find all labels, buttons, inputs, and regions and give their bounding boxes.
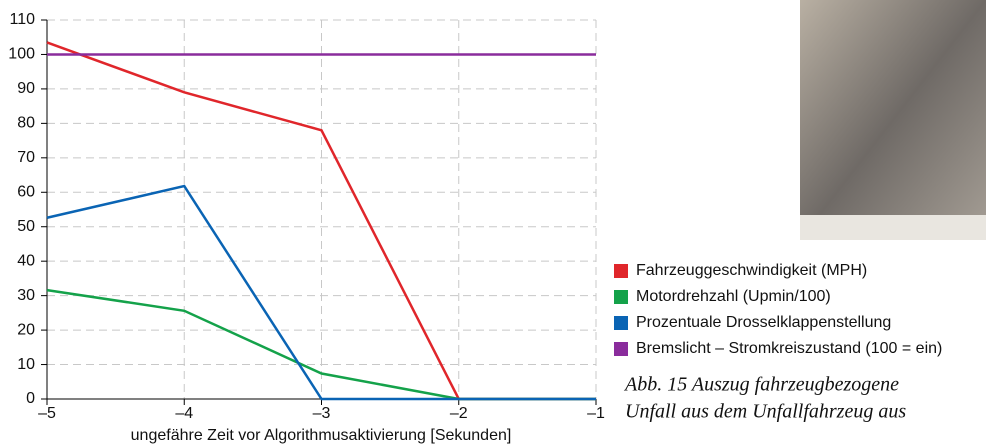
legend-entry: Fahrzeuggeschwindigkeit (MPH) <box>636 262 867 279</box>
y-tick-label: 40 <box>17 252 35 269</box>
chart: Abb. 15 Auszug fahrzeugbezogene Unfall a… <box>0 0 986 445</box>
y-tick-label: 20 <box>17 321 35 338</box>
y-tick-label: 100 <box>8 46 35 63</box>
y-tick-label: 50 <box>17 218 35 235</box>
y-tick-label: 30 <box>17 287 35 304</box>
legend-swatch <box>614 264 628 278</box>
y-tick-label: 10 <box>17 356 35 373</box>
legend-swatch <box>614 316 628 330</box>
caption-line: Unfall aus dem Unfallfahrzeug aus <box>625 401 906 423</box>
legend-entry: Motordrehzahl (Upmin/100) <box>636 288 831 305</box>
legend-swatch <box>614 342 628 356</box>
y-tick-label: 0 <box>26 390 35 407</box>
legend-swatch <box>614 290 628 304</box>
y-tick-label: 90 <box>17 80 35 97</box>
photo-caption-area <box>800 215 986 240</box>
photo <box>800 0 986 240</box>
x-tick-label: –2 <box>450 405 468 422</box>
x-tick-label: –4 <box>175 405 193 422</box>
x-axis-label: ungefähre Zeit vor Algorithmusaktivierun… <box>131 427 512 444</box>
legend-entry: Bremslicht – Stromkreiszustand (100 = ei… <box>636 340 942 357</box>
x-tick-label: –3 <box>313 405 331 422</box>
y-tick-label: 70 <box>17 149 35 166</box>
page: Abb. 15 Auszug fahrzeugbezogene Unfall a… <box>0 0 986 445</box>
x-tick-label: –1 <box>587 405 605 422</box>
y-tick-label: 60 <box>17 183 35 200</box>
x-tick-label: –5 <box>38 405 56 422</box>
y-tick-label: 110 <box>9 11 35 28</box>
y-tick-label: 80 <box>17 115 35 132</box>
caption-line: Abb. 15 Auszug fahrzeugbezogene <box>623 374 899 396</box>
legend-entry: Prozentuale Drosselklappenstellung <box>636 314 891 331</box>
